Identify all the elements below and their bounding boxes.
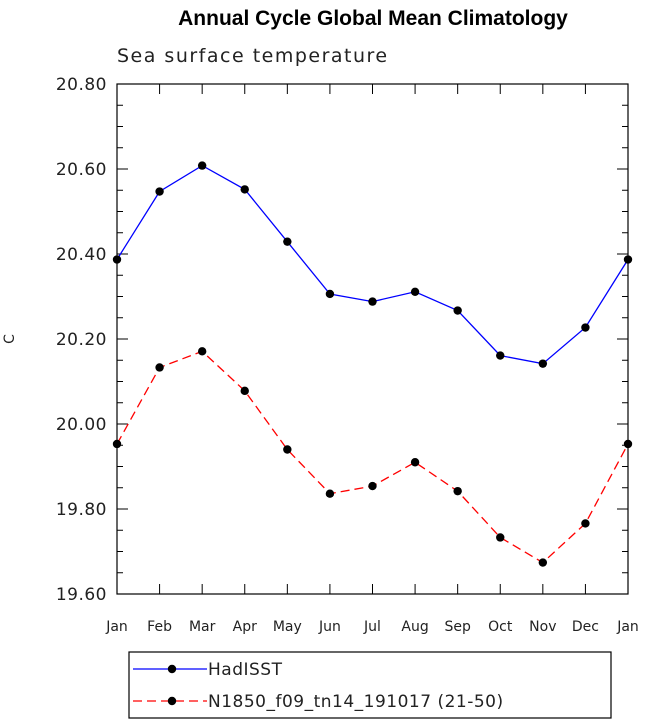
x-tick-label: Jan bbox=[105, 619, 128, 635]
legend-marker bbox=[167, 696, 177, 706]
chart-title: Annual Cycle Global Mean Climatology bbox=[178, 7, 568, 30]
data-point bbox=[283, 445, 292, 454]
y-tick-label: 20.00 bbox=[56, 415, 107, 435]
x-tick-label: Sep bbox=[444, 619, 471, 635]
data-point bbox=[368, 481, 377, 491]
data-point bbox=[240, 185, 249, 194]
data-point bbox=[112, 439, 122, 449]
x-tick-label: Nov bbox=[529, 619, 556, 635]
y-tick-label: 20.40 bbox=[56, 245, 107, 265]
y-tick-label: 19.60 bbox=[56, 585, 107, 605]
data-point bbox=[155, 363, 164, 372]
legend-box bbox=[128, 651, 612, 719]
data-point bbox=[283, 237, 292, 246]
series-2 bbox=[112, 347, 633, 567]
x-tick-label: Jan bbox=[616, 619, 639, 635]
data-point bbox=[581, 519, 590, 528]
data-point bbox=[112, 255, 122, 264]
x-tick-label: Aug bbox=[401, 619, 428, 635]
data-point bbox=[623, 439, 633, 449]
data-point bbox=[197, 347, 207, 356]
x-tick-label: Apr bbox=[233, 619, 257, 635]
legend-label: N1850_f09_tn14_191017 (21-50) bbox=[208, 692, 504, 712]
y-tick-label: 20.20 bbox=[56, 330, 107, 350]
y-tick-label: 19.80 bbox=[56, 500, 107, 520]
series-1 bbox=[112, 161, 633, 368]
y-tick-label: 20.80 bbox=[56, 75, 107, 95]
data-point bbox=[623, 255, 633, 264]
data-point bbox=[240, 386, 249, 396]
x-tick-label: Feb bbox=[147, 619, 172, 635]
legend-label: HadISST bbox=[208, 660, 283, 680]
data-point bbox=[496, 351, 505, 360]
data-point bbox=[453, 486, 462, 496]
x-tick-label: May bbox=[273, 619, 302, 635]
plot-frame bbox=[116, 83, 629, 595]
data-point bbox=[538, 359, 548, 368]
data-point bbox=[368, 297, 377, 306]
data-point bbox=[325, 489, 335, 498]
data-point bbox=[155, 187, 164, 196]
legend: HadISST N1850_f09_tn14_191017 (21-50) bbox=[128, 651, 612, 719]
data-point bbox=[538, 558, 548, 567]
axes: 19.60 19.80 20.00 20.20 20.40 20.60 20.80 Jan Fe… bbox=[56, 75, 639, 635]
data-point bbox=[453, 306, 462, 315]
data-point bbox=[410, 458, 420, 467]
x-tick-label: Mar bbox=[189, 619, 216, 635]
x-tick-label: Oct bbox=[488, 619, 513, 635]
data-point bbox=[581, 323, 590, 332]
series-line bbox=[116, 164, 629, 365]
data-point bbox=[410, 287, 420, 297]
legend-marker bbox=[167, 664, 177, 674]
data-point bbox=[496, 533, 505, 542]
x-tick-label: Jul bbox=[363, 619, 381, 635]
data-point bbox=[197, 161, 207, 170]
x-tick-label: Jun bbox=[318, 619, 341, 635]
y-axis-label: C bbox=[2, 334, 18, 344]
x-tick-label: Dec bbox=[572, 619, 599, 635]
y-tick-label: 20.60 bbox=[56, 160, 107, 180]
series-line bbox=[116, 350, 629, 564]
data-point bbox=[325, 289, 335, 299]
chart-subtitle: Sea surface temperature bbox=[117, 45, 389, 67]
series-layer bbox=[112, 161, 633, 567]
